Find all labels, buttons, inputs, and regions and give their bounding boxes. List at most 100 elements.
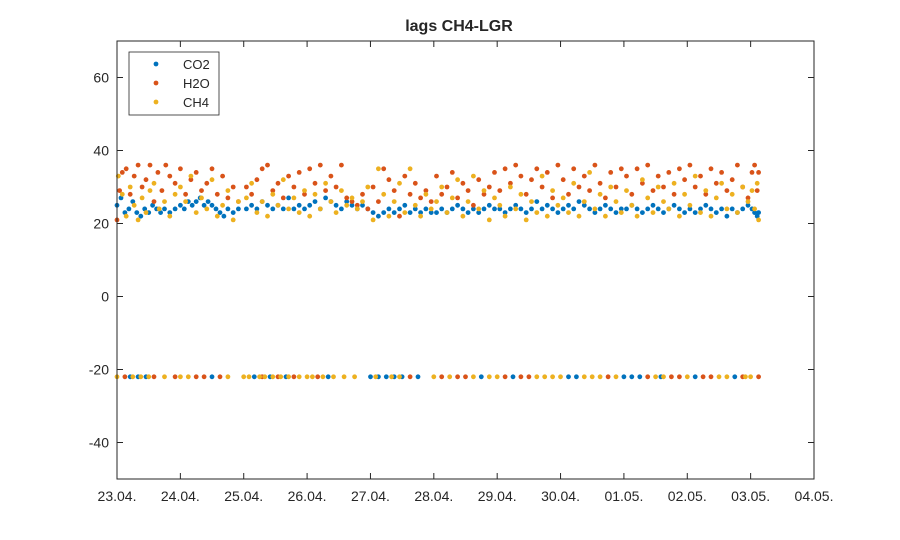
data-point-h2o [571, 166, 577, 172]
data-point-ch4 [151, 180, 157, 186]
data-point-co2 [566, 374, 571, 380]
data-point-h2o [280, 195, 286, 201]
data-point-ch4 [244, 195, 249, 201]
data-point-h2o [692, 184, 698, 190]
data-point-h2o [155, 170, 161, 175]
data-point-co2 [162, 206, 167, 212]
data-point-ch4 [486, 374, 492, 380]
data-point-co2 [587, 206, 592, 212]
data-point-h2o [209, 166, 215, 172]
data-point-ch4 [270, 191, 276, 197]
data-point-ch4 [349, 195, 355, 201]
legend-marker-co2 [153, 61, 159, 67]
data-point-ch4 [275, 202, 281, 208]
data-point-co2 [307, 202, 313, 208]
data-point-h2o [513, 162, 519, 168]
data-point-h2o [139, 184, 145, 190]
data-point-ch4 [550, 188, 555, 194]
data-point-ch4 [629, 202, 635, 208]
data-point-ch4 [259, 199, 265, 205]
data-point-ch4 [486, 217, 492, 223]
data-point-h2o [444, 184, 450, 190]
data-point-co2 [236, 206, 241, 212]
data-point-ch4 [381, 191, 387, 197]
data-point-h2o [719, 170, 724, 175]
data-point-h2o [172, 180, 178, 186]
data-point-h2o [745, 195, 751, 201]
data-point-ch4 [724, 206, 730, 212]
data-point-co2 [270, 206, 276, 212]
data-point-ch4 [677, 213, 682, 219]
x-tick-label: 26.04. [288, 488, 327, 504]
data-point-h2o [655, 173, 661, 179]
data-point-h2o [708, 166, 714, 172]
data-point-co2 [344, 199, 350, 205]
data-point-co2 [708, 206, 714, 212]
data-point-h2o [386, 177, 392, 183]
data-point-ch4 [716, 374, 722, 380]
data-point-h2o [608, 170, 614, 175]
data-point-ch4 [534, 374, 540, 380]
data-point-ch4 [119, 191, 125, 197]
data-point-ch4 [544, 213, 550, 219]
data-point-co2 [181, 206, 187, 212]
data-point-ch4 [581, 374, 587, 380]
data-point-co2 [402, 202, 408, 208]
data-point-ch4 [241, 374, 247, 380]
data-point-h2o [560, 177, 566, 183]
data-point-h2o [265, 162, 270, 168]
data-point-co2 [244, 206, 249, 212]
data-point-h2o [349, 199, 355, 205]
data-point-co2 [637, 374, 643, 380]
x-tick-labels: 23.04. 24.04. 25.04. 26.04. 27.04. 28.04. 29.0… [98, 488, 834, 504]
data-point-h2o [167, 173, 173, 179]
data-point-h2o [624, 173, 629, 179]
data-point-co2 [407, 210, 413, 216]
data-point-h2o [544, 170, 550, 175]
data-point-ch4 [280, 177, 286, 183]
data-point-ch4 [752, 206, 757, 212]
data-point-ch4 [225, 188, 231, 194]
data-point-co2 [391, 210, 397, 216]
data-point-h2o [312, 180, 318, 186]
data-point-co2 [291, 206, 297, 212]
data-point-ch4 [278, 374, 284, 380]
data-point-ch4 [423, 191, 429, 197]
data-point-ch4 [539, 173, 545, 179]
data-point-h2o [317, 162, 323, 168]
data-point-h2o [286, 173, 291, 179]
data-point-h2o [201, 374, 207, 380]
data-point-ch4 [653, 374, 658, 380]
data-point-ch4 [449, 195, 455, 201]
data-point-co2 [178, 202, 183, 208]
data-point-h2o [603, 195, 608, 201]
data-point-h2o [220, 173, 226, 179]
data-point-co2 [618, 206, 624, 212]
data-point-h2o [376, 199, 381, 205]
y-tick-label: 0 [101, 289, 109, 305]
data-point-co2 [645, 206, 651, 212]
data-point-h2o [217, 374, 223, 380]
chart-title: lags CH4-LGR [405, 18, 513, 35]
data-point-h2o [225, 195, 231, 201]
data-point-ch4 [581, 199, 587, 205]
data-point-h2o [412, 180, 418, 186]
data-point-ch4 [534, 210, 540, 216]
data-point-co2 [677, 206, 682, 212]
data-point-h2o [193, 170, 199, 175]
legend-marker-h2o [153, 80, 159, 86]
x-tick-label: 30.04. [541, 488, 580, 504]
data-point-h2o [339, 162, 344, 168]
data-point-co2 [455, 202, 460, 208]
data-point-h2o [402, 173, 408, 179]
data-point-ch4 [178, 184, 183, 190]
data-point-ch4 [708, 213, 714, 219]
data-point-ch4 [650, 210, 656, 216]
data-point-ch4 [333, 210, 339, 216]
data-point-h2o [193, 374, 199, 380]
data-point-co2 [581, 202, 587, 208]
data-point-ch4 [661, 374, 666, 380]
data-point-co2 [529, 206, 534, 212]
data-point-h2o [605, 374, 611, 380]
